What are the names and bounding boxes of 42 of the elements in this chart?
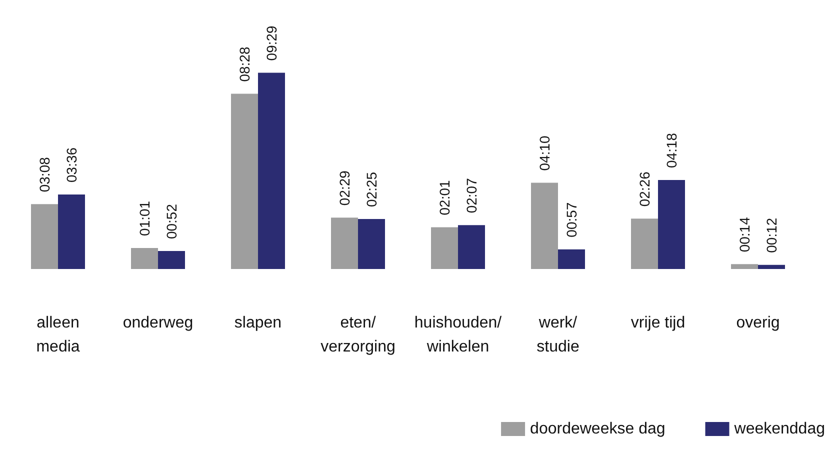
legend-label: doordeweekse dag: [530, 420, 666, 438]
bar: [331, 218, 358, 269]
data-label: 02:01: [436, 180, 452, 216]
data-label: 03:36: [64, 147, 80, 182]
data-label: 02:07: [464, 178, 480, 214]
x-tick-label: huishouden/ winkelen: [414, 314, 502, 356]
data-label: 09:29: [264, 25, 280, 61]
data-label: 04:10: [536, 136, 552, 171]
x-tick-label: vrije tijd: [630, 314, 686, 332]
bar: [531, 182, 558, 269]
x-tick-label: eten/ verzorging: [320, 314, 396, 356]
bar: [58, 194, 85, 269]
data-label: 00:57: [564, 202, 580, 238]
bar: [658, 180, 685, 269]
bar: [258, 72, 285, 269]
x-tick-label: overig: [736, 314, 780, 332]
bar: [358, 218, 385, 269]
x-tick-label: slapen: [234, 314, 282, 332]
bar: [231, 94, 258, 269]
x-tick-label: werk/ studie: [536, 314, 580, 356]
bar: [131, 248, 158, 269]
data-label: 02:29: [336, 170, 352, 206]
data-label: 00:52: [164, 204, 180, 240]
bar: [731, 264, 758, 269]
bar: [31, 204, 58, 269]
bar: [431, 227, 458, 269]
legend-label: weekenddag: [733, 420, 826, 438]
data-label: 08:28: [236, 46, 252, 82]
data-label: 02:26: [636, 171, 652, 207]
bar: [458, 225, 485, 269]
data-label: 00:14: [736, 216, 752, 252]
data-label: 00:12: [764, 218, 780, 253]
data-label: 01:01: [136, 200, 152, 236]
x-tick-label: onderweg: [122, 314, 194, 332]
bar: [558, 249, 585, 269]
data-label: 02:25: [364, 172, 380, 207]
x-tick-label: alleen media: [36, 314, 80, 356]
data-label: 04:18: [664, 132, 680, 168]
bar: [631, 218, 658, 269]
bar: [758, 264, 785, 269]
bar: [158, 251, 185, 269]
data-label: 03:08: [36, 156, 52, 192]
